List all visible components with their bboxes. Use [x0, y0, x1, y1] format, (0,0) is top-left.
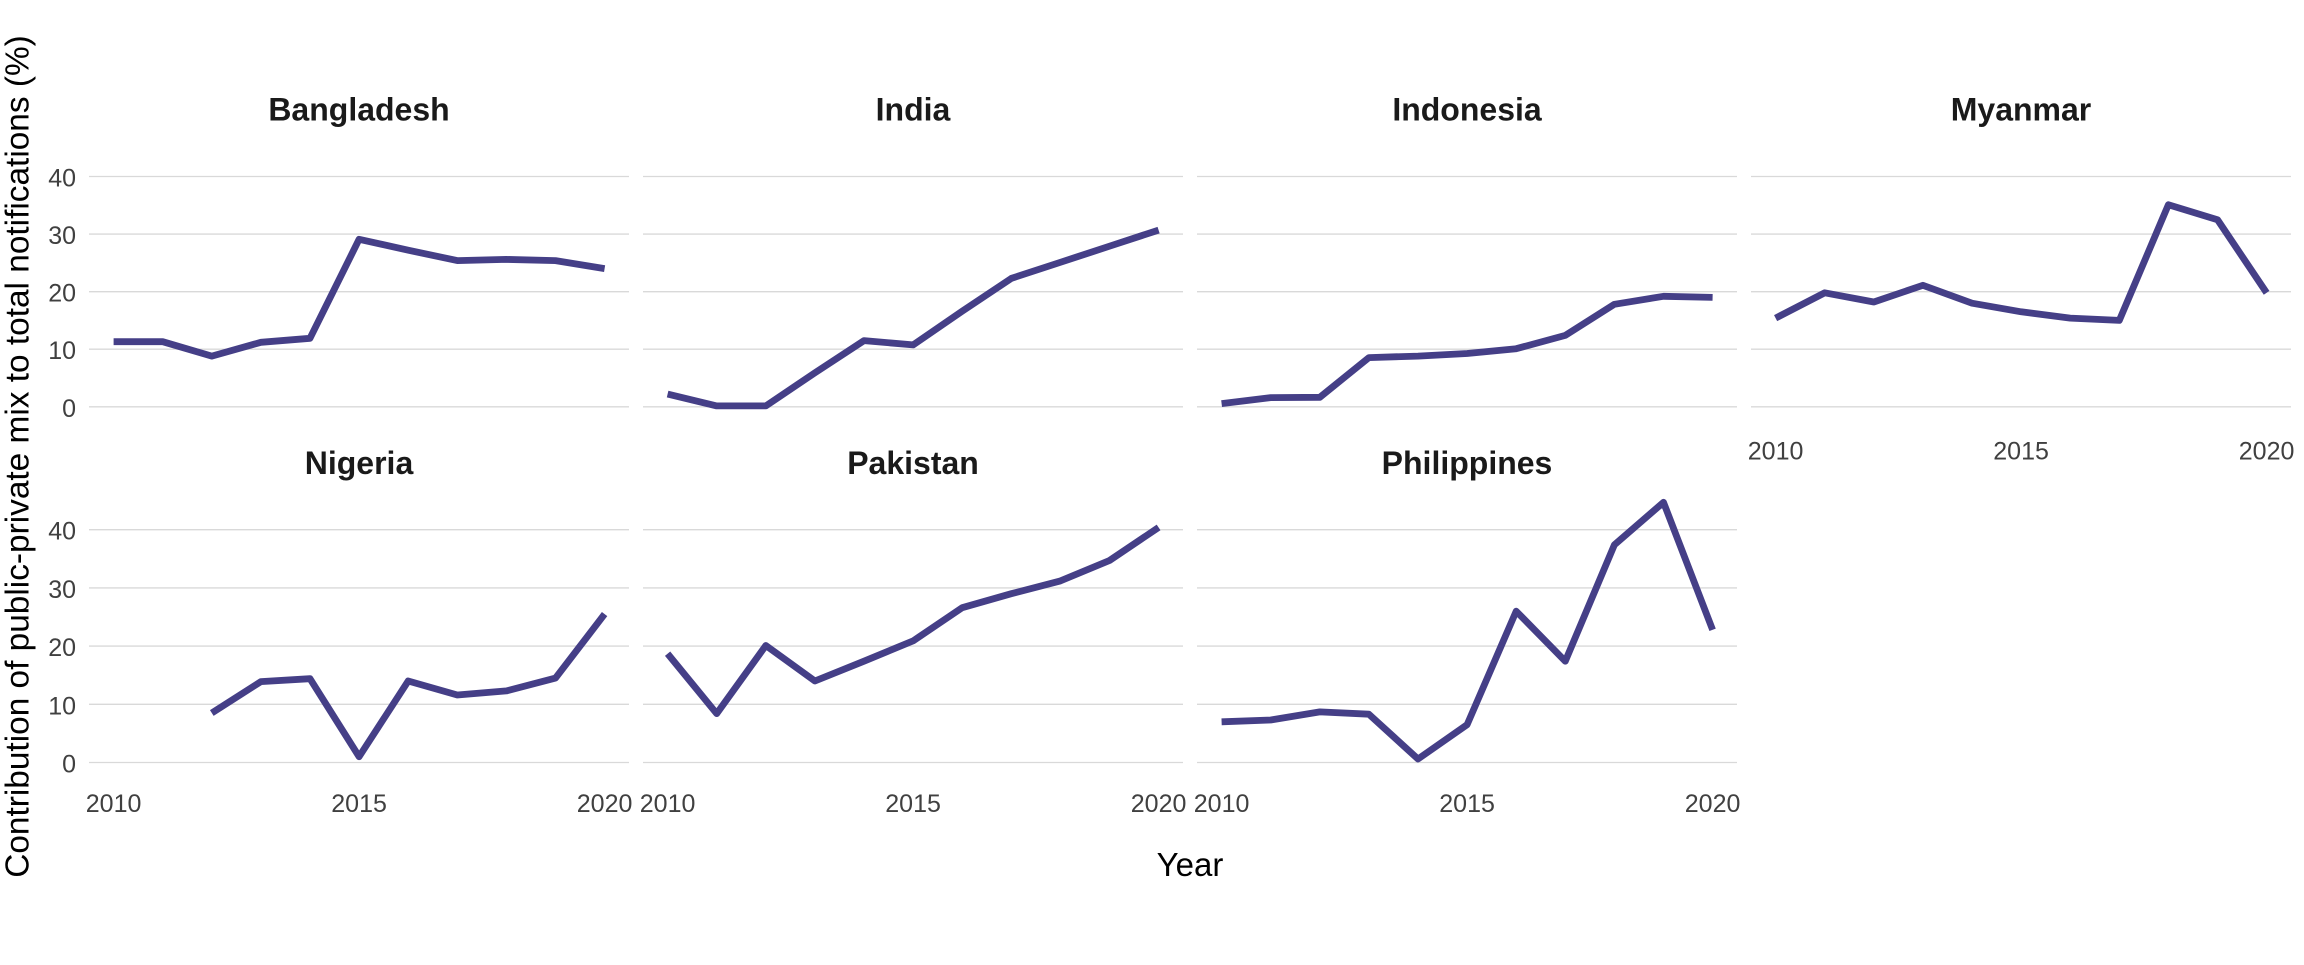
svg-text:Pakistan: Pakistan: [847, 445, 979, 481]
svg-text:20: 20: [48, 280, 76, 308]
svg-text:2015: 2015: [885, 790, 941, 818]
svg-text:2020: 2020: [2239, 438, 2295, 466]
svg-text:30: 30: [48, 222, 76, 250]
svg-text:India: India: [876, 92, 951, 128]
svg-text:10: 10: [48, 337, 76, 365]
svg-text:20: 20: [48, 634, 76, 662]
svg-text:Indonesia: Indonesia: [1392, 92, 1542, 128]
svg-text:0: 0: [62, 751, 76, 779]
svg-text:40: 40: [48, 165, 76, 193]
svg-text:2010: 2010: [86, 790, 142, 818]
svg-text:2010: 2010: [1748, 438, 1804, 466]
svg-text:10: 10: [48, 692, 76, 720]
svg-text:40: 40: [48, 518, 76, 546]
svg-text:2010: 2010: [640, 790, 696, 818]
svg-text:2015: 2015: [331, 790, 387, 818]
svg-text:2015: 2015: [1993, 438, 2049, 466]
svg-text:30: 30: [48, 576, 76, 604]
svg-text:2020: 2020: [577, 790, 633, 818]
svg-text:2020: 2020: [1685, 790, 1741, 818]
svg-text:Nigeria: Nigeria: [305, 445, 414, 481]
svg-text:2020: 2020: [1131, 790, 1187, 818]
svg-text:Myanmar: Myanmar: [1951, 92, 2092, 128]
svg-text:Year: Year: [1157, 846, 1224, 883]
svg-text:2010: 2010: [1194, 790, 1250, 818]
svg-text:Philippines: Philippines: [1382, 445, 1553, 481]
svg-text:2015: 2015: [1439, 790, 1495, 818]
svg-text:0: 0: [62, 395, 76, 423]
svg-text:Bangladesh: Bangladesh: [268, 92, 449, 128]
svg-text:Contribution of public-private: Contribution of public-private mix to to…: [0, 35, 37, 878]
